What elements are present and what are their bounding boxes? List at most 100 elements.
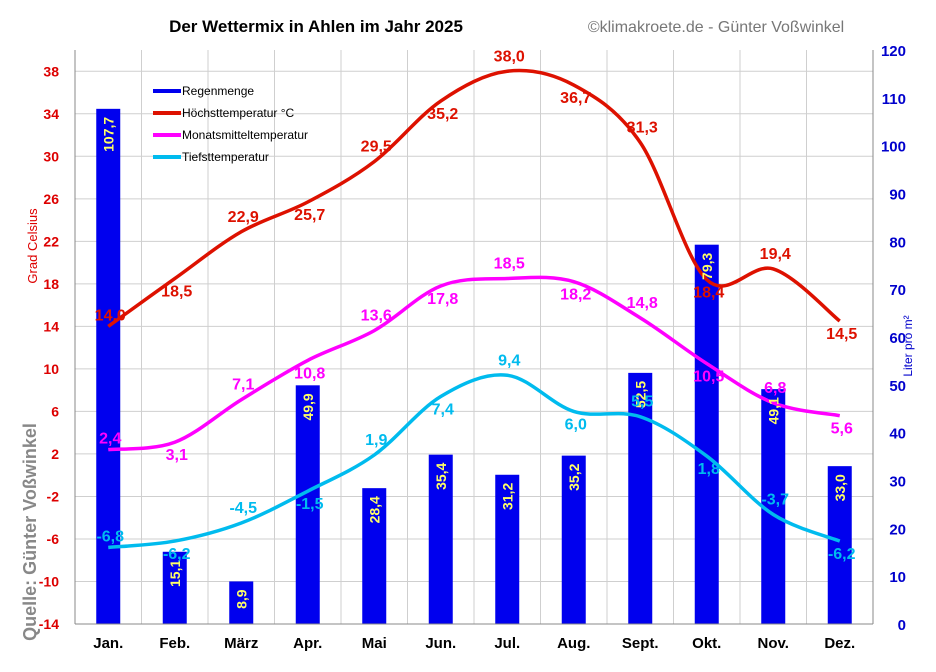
right-tick-label: 40 xyxy=(889,426,906,443)
min-temp-label: 9,4 xyxy=(498,352,520,369)
mean-temp-label: 18,2 xyxy=(560,287,591,304)
min-temp-label: 1,9 xyxy=(365,432,387,449)
mean-temp-label: 7,1 xyxy=(232,377,254,394)
left-tick-label: 10 xyxy=(43,361,59,377)
x-tick-label: Mai xyxy=(362,635,387,652)
left-tick-label: 6 xyxy=(51,403,59,419)
rain-bar xyxy=(428,454,453,624)
min-temp-label: 5,5 xyxy=(631,394,653,411)
rain-bar-label: 35,2 xyxy=(566,463,582,490)
mean-temp-label: 2,4 xyxy=(99,431,121,448)
rain-bar-label: 15,1 xyxy=(167,560,183,587)
max-temp-label: 29,5 xyxy=(361,139,392,156)
x-tick-label: Feb. xyxy=(159,635,190,652)
min-temp-label: -6,8 xyxy=(96,528,124,545)
min-temp-label: -1,5 xyxy=(296,496,324,513)
left-tick-label: 14 xyxy=(43,318,59,334)
right-tick-label: 0 xyxy=(898,617,906,634)
mean-temp-label: 3,1 xyxy=(166,447,188,464)
x-tick-label: Aug. xyxy=(557,635,590,652)
mean-temp-label: 18,5 xyxy=(494,256,525,273)
rain-bar xyxy=(495,474,520,624)
x-tick-label: Apr. xyxy=(293,635,322,652)
x-tick-label: Dez. xyxy=(824,635,855,652)
rain-bar-label: 79,3 xyxy=(699,252,715,279)
x-tick-label: Jan. xyxy=(93,635,123,652)
left-tick-label: 38 xyxy=(43,63,59,79)
rain-bar-label: 49,9 xyxy=(300,393,316,420)
right-tick-label: 20 xyxy=(889,521,906,538)
legend: Regenmenge Höchsttemperatur °C Monatsmitte… xyxy=(153,84,308,164)
right-tick-label: 80 xyxy=(889,234,906,251)
left-tick-label: 22 xyxy=(43,233,59,249)
left-tick-label: 30 xyxy=(43,148,59,164)
max-temp-label: 14,0 xyxy=(95,307,126,324)
rain-bar xyxy=(827,466,852,624)
data-labels: 107,7 15,1 8,9 49,9 28,4 35,4 31,2 35,2 52,5 79,3… xyxy=(95,48,858,609)
mean-temp-label: 14,8 xyxy=(627,295,658,312)
mean-temp-label: 13,6 xyxy=(361,308,392,325)
min-temp-label: -3,7 xyxy=(761,492,789,509)
rain-bar-label: 31,2 xyxy=(499,483,515,510)
legend-rain-label: Regenmenge xyxy=(182,84,254,98)
max-temp-label: 14,5 xyxy=(826,326,857,343)
right-tick-label: 90 xyxy=(889,187,906,204)
right-tick-label: 50 xyxy=(889,378,906,395)
rain-bar xyxy=(96,108,121,624)
rain-bar xyxy=(162,551,187,624)
legend-min-temp-label: Tiefsttemperatur xyxy=(182,150,269,164)
rain-bar-label: 28,4 xyxy=(366,496,382,523)
max-temp-label: 31,3 xyxy=(627,119,658,136)
rain-bar xyxy=(229,581,254,624)
mean-temp-label: 17,8 xyxy=(427,291,458,308)
x-tick-label: Okt. xyxy=(692,635,721,652)
max-temp-label: 22,9 xyxy=(228,209,259,226)
right-tick-label: 30 xyxy=(889,474,906,491)
right-tick-label: 110 xyxy=(882,91,906,108)
copyright-text: ©klimakroete.de - Günter Voßwinkel xyxy=(588,19,844,36)
rain-bar-label: 49,1 xyxy=(765,397,781,424)
rain-bar xyxy=(362,488,387,624)
rain-bar xyxy=(561,455,586,624)
min-temp-line xyxy=(108,373,841,550)
mean-temp-label: 6,8 xyxy=(764,380,786,397)
left-tick-label: -10 xyxy=(39,573,59,589)
x-tick-label: Nov. xyxy=(758,635,789,652)
x-tick-label: Jun. xyxy=(425,635,456,652)
left-tick-label: 26 xyxy=(43,191,59,207)
max-temp-label: 19,4 xyxy=(760,246,791,263)
rain-bar-label: 107,7 xyxy=(100,117,116,152)
left-tick-label: 2 xyxy=(51,446,59,462)
left-tick-label: -6 xyxy=(47,531,60,547)
right-tick-label: 120 xyxy=(881,43,906,60)
rain-bars xyxy=(96,108,852,624)
chart-title: Der Wettermix in Ahlen im Jahr 2025 xyxy=(169,17,463,36)
right-tick-label: 70 xyxy=(889,282,906,299)
x-tick-label: Jul. xyxy=(494,635,520,652)
left-tick-label: 18 xyxy=(43,276,59,292)
max-temp-label: 18,5 xyxy=(161,284,192,301)
mean-temp-label: 10,5 xyxy=(693,369,724,386)
left-tick-label: -14 xyxy=(39,616,59,632)
min-temp-label: 1,8 xyxy=(698,461,720,478)
min-temp-label: 7,4 xyxy=(432,402,454,419)
max-temp-label: 18,4 xyxy=(693,285,724,302)
left-tick-label: 34 xyxy=(43,106,59,122)
right-tick-label: 100 xyxy=(881,139,906,156)
gridlines xyxy=(74,50,874,625)
temperature-lines xyxy=(107,68,841,550)
rain-bar-label: 8,9 xyxy=(233,589,249,609)
mean-temp-label: 5,6 xyxy=(831,421,853,438)
right-tick-label: 10 xyxy=(889,569,906,586)
max-temp-label: 38,0 xyxy=(494,48,525,65)
right-tick-label: 60 xyxy=(889,330,906,347)
x-tick-label: Sept. xyxy=(622,635,659,652)
right-axis-title: Liter pro m² xyxy=(901,315,915,376)
legend-max-temp-label: Höchsttemperatur °C xyxy=(182,106,295,120)
max-temp-label: 35,2 xyxy=(427,106,458,123)
legend-mean-temp-label: Monatsmitteltemperatur xyxy=(182,128,308,142)
min-temp-label: -6,2 xyxy=(163,546,191,563)
x-tick-label: März xyxy=(224,635,258,652)
